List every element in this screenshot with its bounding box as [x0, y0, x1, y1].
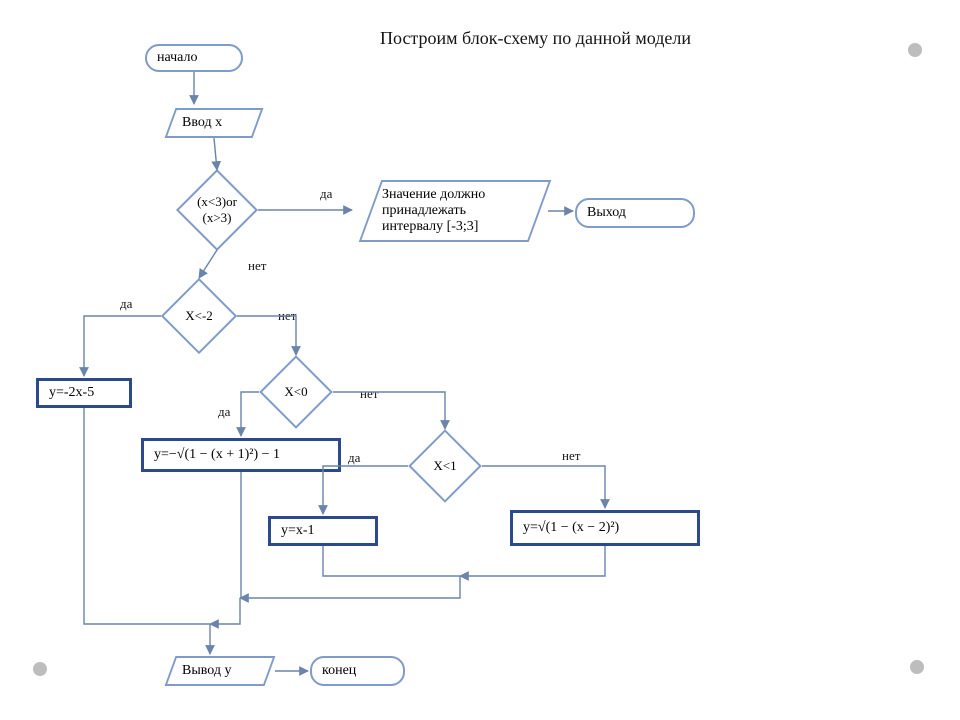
node-input-x-label: Ввод x [172, 115, 232, 131]
label-d3-no: нет [358, 386, 380, 402]
node-p1: y=-2x-5 [36, 378, 132, 408]
decor-dot [910, 660, 924, 674]
node-msg: Значение должно принадлежать интервалу [… [359, 180, 552, 242]
flowchart-stage: { "title": { "text": "Построим блок-схем… [0, 0, 960, 720]
node-end: конец [310, 656, 405, 686]
node-dec4-label: X<1 [433, 458, 456, 474]
node-output-y-label: Вывод y [172, 663, 241, 679]
node-dec3: X<0 [259, 355, 333, 429]
label-d1-yes: да [318, 186, 334, 202]
decor-dot [33, 662, 47, 676]
label-d4-no: нет [560, 448, 582, 464]
node-dec1: (x<3)or (x>3) [176, 169, 258, 251]
node-dec1-label: (x<3)or (x>3) [197, 194, 237, 226]
label-d4-yes: да [346, 450, 362, 466]
edges-layer [0, 0, 960, 720]
node-p2: y=−√(1 − (x + 1)²) − 1 [141, 438, 341, 472]
node-input-x: Ввод x [165, 108, 264, 138]
decor-dot [908, 43, 922, 57]
node-start: начало [145, 44, 243, 72]
node-p4: y=√(1 − (x − 2)²) [510, 510, 700, 546]
label-d2-no: нет [276, 308, 298, 324]
node-exit: Выход [575, 198, 695, 228]
node-dec2-label: X<-2 [185, 308, 213, 324]
node-dec2: X<-2 [161, 278, 237, 354]
node-p3: y=x-1 [268, 516, 378, 546]
label-d2-yes: да [118, 296, 134, 312]
label-d3-yes: да [216, 404, 232, 420]
node-dec4: X<1 [408, 429, 482, 503]
node-dec3-label: X<0 [284, 384, 307, 400]
node-output-y: Вывод y [165, 656, 276, 686]
label-d1-no: нет [246, 258, 268, 274]
node-msg-label: Значение должно принадлежать интервалу [… [372, 187, 495, 235]
diagram-title: Построим блок-схему по данной модели [380, 28, 691, 49]
